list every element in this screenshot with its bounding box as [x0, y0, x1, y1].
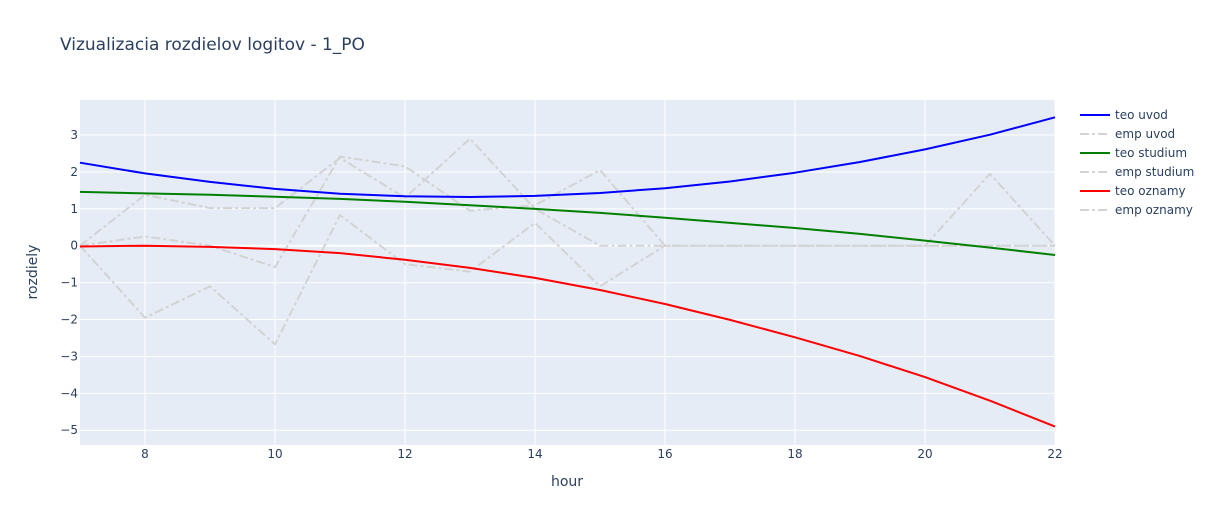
legend-label: teo uvod: [1115, 108, 1168, 122]
x-tick-label: 8: [141, 447, 149, 461]
legend-item-emp-oznamy[interactable]: emp oznamy: [1080, 203, 1193, 217]
legend-label: teo oznamy: [1115, 184, 1186, 198]
legend[interactable]: teo uvod emp uvod teo studium emp studium te…: [1080, 108, 1194, 217]
y-tick-label: −5: [60, 423, 78, 437]
legend-label: emp studium: [1115, 165, 1194, 179]
y-tick-label: 3: [70, 128, 78, 142]
y-tick-label: −2: [60, 313, 78, 327]
plot-area: [80, 100, 1055, 445]
y-axis-title: rozdiely: [25, 245, 41, 300]
y-tick-labels: 3 2 1 0 −1 −2 −3 −4 −5: [60, 128, 78, 437]
x-tick-labels: 8 10 12 14 16 18 20 22: [141, 447, 1062, 461]
legend-label: emp oznamy: [1115, 203, 1193, 217]
y-tick-label: −1: [60, 276, 78, 290]
legend-label: teo studium: [1115, 146, 1187, 160]
legend-label: emp uvod: [1115, 127, 1175, 141]
x-tick-label: 10: [267, 447, 282, 461]
x-gridlines: [144, 100, 1056, 445]
x-tick-label: 14: [527, 447, 542, 461]
x-tick-label: 20: [917, 447, 932, 461]
x-axis-title: hour: [551, 474, 583, 490]
y-tick-label: 0: [70, 239, 78, 253]
x-tick-label: 18: [787, 447, 802, 461]
y-tick-label: −4: [60, 386, 78, 400]
x-tick-label: 22: [1047, 447, 1062, 461]
legend-item-emp-studium[interactable]: emp studium: [1080, 165, 1194, 179]
y-tick-label: −3: [60, 349, 78, 363]
legend-item-teo-oznamy[interactable]: teo oznamy: [1080, 184, 1186, 198]
series-line-emp-oznamy: [79, 214, 1055, 346]
chart-title: Vizualizacia rozdielov logitov - 1_PO: [60, 35, 365, 55]
x-tick-label: 16: [657, 447, 672, 461]
series-line-emp-studium: [79, 137, 1055, 247]
series-line-teo-studium: [79, 190, 1056, 256]
legend-item-teo-uvod[interactable]: teo uvod: [1080, 108, 1168, 122]
x-tick-label: 12: [397, 447, 412, 461]
legend-item-teo-studium[interactable]: teo studium: [1080, 146, 1187, 160]
y-tick-label: 2: [70, 165, 78, 179]
series-line-teo-uvod: [79, 116, 1056, 198]
series-lines: [79, 116, 1056, 428]
y-tick-label: 1: [70, 202, 78, 216]
series-line-teo-oznamy: [79, 244, 1056, 428]
legend-item-emp-uvod[interactable]: emp uvod: [1080, 127, 1175, 141]
